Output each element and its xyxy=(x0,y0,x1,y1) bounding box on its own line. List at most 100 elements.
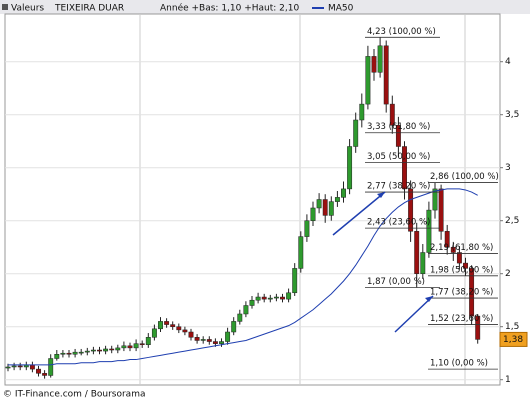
footer: © IT-Finance.com / Boursorama xyxy=(3,390,145,400)
candle-body xyxy=(194,337,200,341)
candle-body xyxy=(176,326,182,331)
candle-body xyxy=(121,345,127,349)
candle-body xyxy=(347,146,353,190)
candle-body xyxy=(109,348,115,351)
fib-label: 2,19 (61,80 %) xyxy=(430,243,493,253)
arrow xyxy=(394,295,434,333)
fib-label: 1,87 (0,00 %) xyxy=(367,277,425,287)
candle-body xyxy=(219,341,224,344)
candle-body xyxy=(188,331,194,338)
candle-body xyxy=(426,209,432,253)
candle-body xyxy=(78,351,84,354)
candle-body xyxy=(255,296,261,301)
candle-body xyxy=(304,220,310,237)
candle-body xyxy=(432,188,438,211)
candle-body xyxy=(359,103,365,121)
candle-body xyxy=(182,329,188,333)
candle-body xyxy=(249,299,255,306)
candle-body xyxy=(450,246,456,253)
candle-body xyxy=(444,231,450,248)
candle-body xyxy=(456,252,462,264)
candle-body xyxy=(66,352,72,355)
candle-body xyxy=(72,351,78,355)
y-tick-label: 1 xyxy=(505,375,511,385)
candle-body xyxy=(341,188,346,198)
y-tick-label: 3 xyxy=(505,163,511,173)
candle-body xyxy=(212,341,218,344)
y-tick-label: 2,5 xyxy=(505,216,519,226)
candle-body xyxy=(475,315,481,340)
candle-body xyxy=(334,197,340,202)
candle-body xyxy=(365,56,371,105)
candle-body xyxy=(151,328,157,338)
candle-body xyxy=(225,331,231,342)
candle-body xyxy=(395,125,401,147)
candle-body xyxy=(133,343,139,349)
candle-body xyxy=(164,321,170,325)
candle-body xyxy=(103,348,109,352)
candle-body xyxy=(377,45,383,73)
candle-body xyxy=(261,296,267,300)
candle-body xyxy=(389,103,395,126)
fib-label: 3,33 (61,80 %) xyxy=(367,122,430,132)
header-symbol: TEIXEIRA DUAR xyxy=(54,4,124,14)
candle-body xyxy=(90,349,96,352)
candle-body xyxy=(420,252,426,274)
candle-body xyxy=(298,236,304,269)
fib-label: 2,77 (38,20 %) xyxy=(367,182,430,192)
ma-line xyxy=(8,188,478,366)
arrow-head xyxy=(425,296,433,302)
candle-body xyxy=(286,292,292,300)
candle-body xyxy=(206,339,212,342)
candle-body xyxy=(438,188,444,232)
candle-body xyxy=(115,347,121,351)
candle-body xyxy=(48,358,54,376)
candle-body xyxy=(127,345,133,349)
candle-body xyxy=(316,199,322,209)
candle-body xyxy=(469,268,475,317)
fib-label: 1,52 (23,60 %) xyxy=(430,314,493,324)
last-price-label: 1,38 xyxy=(503,335,523,345)
candle-body xyxy=(54,354,60,359)
candle-body xyxy=(42,373,48,376)
candle-body xyxy=(200,339,206,341)
header-label: Valeurs xyxy=(11,4,44,14)
candle-body xyxy=(145,337,151,345)
fib-label: 1,77 (38,20 %) xyxy=(430,288,493,298)
candle-body xyxy=(5,366,11,369)
fib-label: 2,86 (100,00 %) xyxy=(430,172,499,182)
candle-body xyxy=(60,352,66,355)
candle-body xyxy=(17,365,23,368)
y-tick-label: 4 xyxy=(505,57,511,67)
header-bar xyxy=(0,0,530,14)
candle-body xyxy=(463,262,468,269)
plot-frame xyxy=(4,13,501,386)
fib-label: 3,05 (50,00 %) xyxy=(367,152,430,162)
candle-body xyxy=(328,201,334,216)
candle-body xyxy=(36,368,41,374)
fib-label: 1,98 (50,00 %) xyxy=(430,265,493,275)
candle-body xyxy=(280,296,285,300)
candle-body xyxy=(170,324,176,327)
candle-body xyxy=(273,296,279,299)
candle-body xyxy=(139,343,145,345)
candle-body xyxy=(383,45,389,105)
candle-body xyxy=(408,188,414,232)
candle-body xyxy=(237,313,243,322)
legend-label: MA50 xyxy=(328,4,354,14)
header-icon xyxy=(2,4,8,10)
candle-body xyxy=(292,268,298,294)
candle-body xyxy=(402,146,407,190)
candle-body xyxy=(310,207,316,221)
arrow xyxy=(332,191,386,236)
y-tick-label: 1,5 xyxy=(505,322,519,332)
plot: 1 1,5 2 2,5 3 3,5 4 4,23 (100,00 %) 3,33 (61,80 … xyxy=(5,27,528,385)
candle-body xyxy=(371,56,377,73)
candle-body xyxy=(29,364,35,370)
last-price-box xyxy=(499,331,528,347)
fib-label: 2,43 (23,60 %) xyxy=(367,218,430,228)
candle-body xyxy=(97,349,102,352)
candle-body xyxy=(322,199,328,216)
